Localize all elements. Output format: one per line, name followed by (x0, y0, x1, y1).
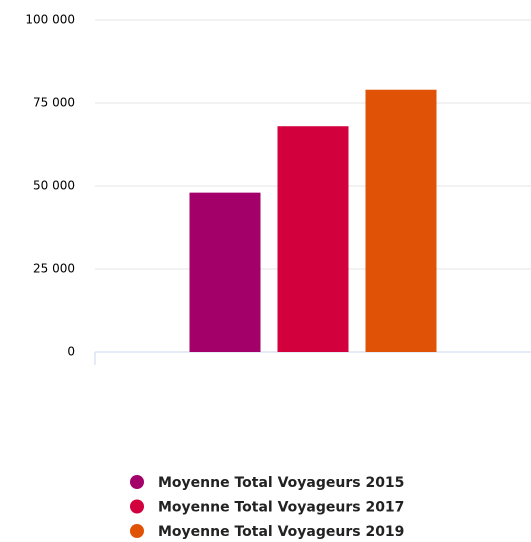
legend-text: Moyenne Total Voyageurs 2019 (158, 524, 404, 540)
legend-text: Moyenne Total Voyageurs 2017 (158, 500, 404, 516)
y-tick-label: 0 (67, 345, 75, 359)
y-tick-label: 75 000 (33, 96, 75, 110)
bar (189, 192, 261, 352)
legend-marker (130, 475, 144, 489)
y-tick-label: 25 000 (33, 262, 75, 276)
y-tick-label: 50 000 (33, 179, 75, 193)
legend-marker (130, 524, 144, 538)
bar (365, 89, 437, 352)
legend-text: Moyenne Total Voyageurs 2015 (158, 475, 404, 491)
bar (277, 126, 349, 353)
legend-marker (130, 499, 144, 514)
y-tick-label: 100 000 (25, 13, 75, 27)
